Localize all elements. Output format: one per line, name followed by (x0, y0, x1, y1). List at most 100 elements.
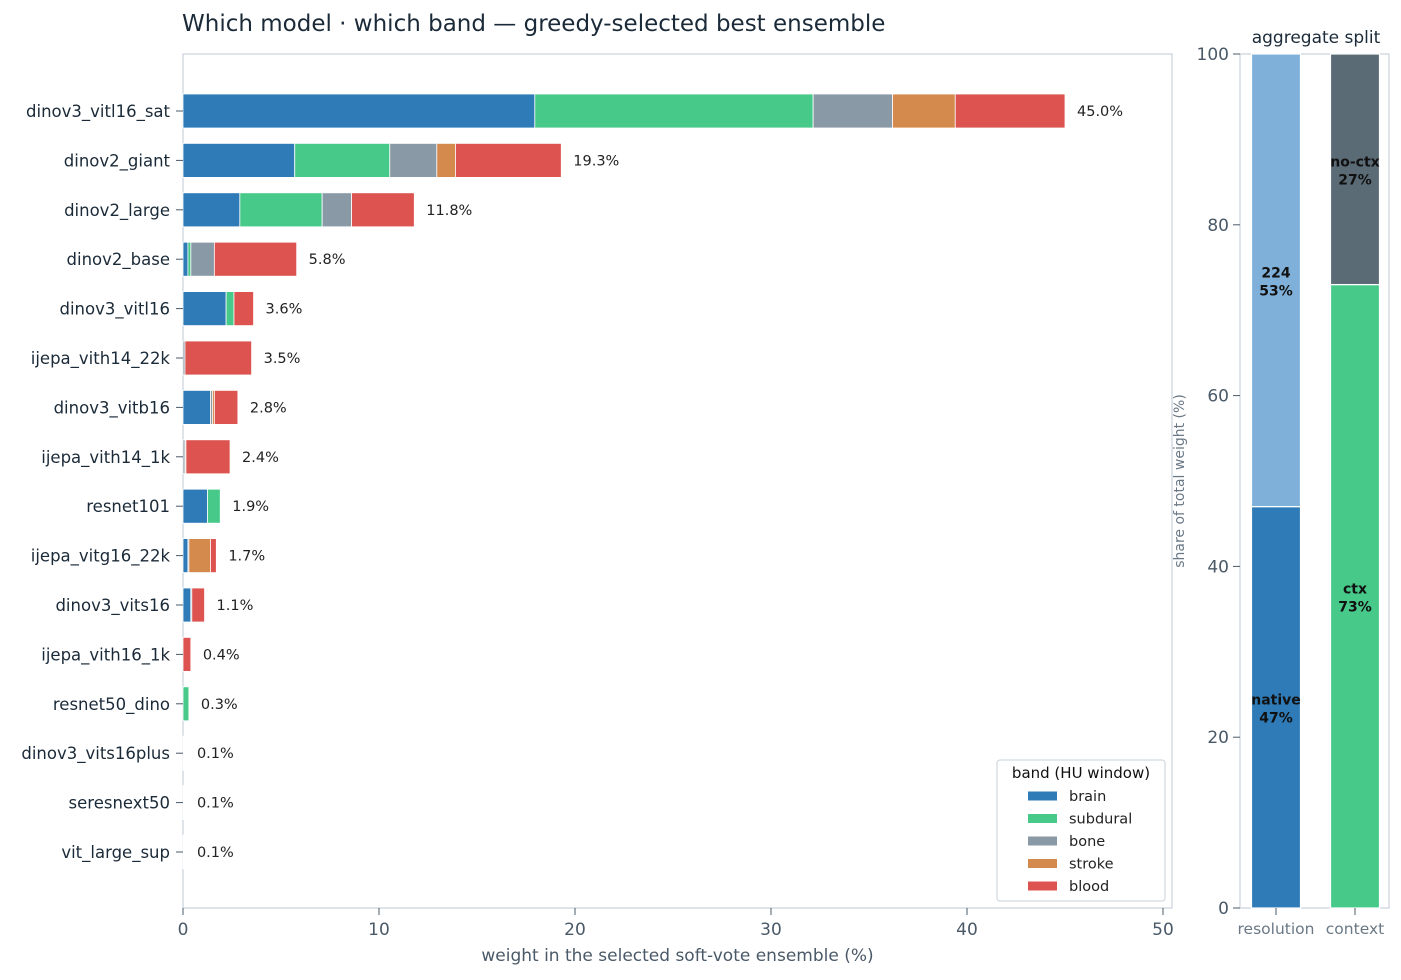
bar-segment-ijepa_vith16_1k-blood (182, 637, 192, 672)
bar-segment-dinov2_giant-blood (455, 142, 562, 178)
aggregate-bars: native 47% 224 53% ctx 73% no-ctx 27% (1250, 53, 1381, 909)
x-axis-ticks: 0 10 20 30 40 50 (178, 908, 1174, 940)
bar-segment-dinov2_large-brain (182, 192, 241, 228)
aggregate-category-label: resolution (1238, 920, 1315, 938)
bar-segment-dinov3_vitl16_sat-bone (812, 93, 893, 129)
segment-percent-label: 47% (1259, 710, 1293, 726)
aggregate-segment-no-ctx (1329, 53, 1381, 286)
segment-name-label: no-ctx (1330, 154, 1379, 170)
segment-name-label: ctx (1343, 581, 1367, 597)
aggregate-category-label: context (1326, 920, 1384, 938)
aggregate-y-ticks: 0 20 40 60 80 100 (1197, 45, 1240, 919)
total-label: 1.1% (217, 598, 254, 614)
bar-segment-dinov2_giant-subdural (294, 142, 391, 178)
bar-segment-dinov2_base-blood (213, 241, 298, 277)
bar-segment-dinov3_vitl16_sat-stroke (892, 93, 956, 129)
bar-segment-dinov3_vitl16_sat-subdural (534, 93, 814, 129)
total-label: 11.8% (426, 203, 472, 219)
segment-percent-label: 73% (1338, 599, 1372, 615)
category-label: dinov2_giant (64, 151, 171, 171)
total-label: 0.4% (203, 647, 240, 663)
bar-segment-seresnext50-bone (183, 785, 186, 820)
total-label: 0.1% (197, 845, 234, 861)
aggregate-y-axis-label: share of total weight (%) (1172, 394, 1188, 568)
category-label: dinov2_base (67, 250, 170, 270)
total-label: 0.3% (201, 697, 238, 713)
x-tick-label: 10 (368, 920, 390, 940)
aggregate-x-ticks: resolution context (1238, 908, 1384, 938)
total-label: 2.4% (242, 450, 279, 466)
bar-segment-dinov3_vitl16_sat-blood (954, 93, 1066, 129)
category-label: dinov2_large (64, 201, 170, 221)
bar-segment-dinov3_vitl16_sat-brain (182, 93, 536, 129)
bar-segment-ijepa_vitg16_22k-brain (182, 538, 189, 573)
category-labels: dinov3_vitl16_sat dinov2_giant dinov2_larg… (21, 102, 183, 863)
bar-segment-ijepa_vitg16_22k-stroke (188, 538, 211, 573)
bar-segment-resnet50_dino-subdural (182, 686, 190, 722)
aggregate-segment-224 (1250, 53, 1302, 508)
total-label: 0.1% (197, 746, 234, 762)
total-label: 2.8% (250, 400, 287, 416)
x-tick-label: 50 (1152, 920, 1174, 940)
category-label: dinov3_vitb16 (54, 398, 170, 418)
legend-swatch-brain (1028, 791, 1057, 801)
category-label: dinov3_vits16 (55, 596, 170, 616)
bar-segment-dinov2_base-brain (182, 241, 189, 277)
aggregate-frame (1239, 53, 1390, 909)
legend-swatch-bone (1028, 836, 1057, 846)
bar-segment-ijepa_vitg16_22k-blood (210, 538, 217, 573)
legend-swatch-blood (1028, 881, 1057, 891)
aggregate-split-chart: aggregate split native 47% 224 53% ctx 73% no-… (1172, 28, 1390, 938)
bar-segment-dinov2_large-bone (321, 192, 352, 228)
bar-segment-dinov2_giant-stroke (436, 142, 456, 178)
chart-title: Which model · which band — greedy-select… (182, 11, 885, 37)
y-tick-label: 100 (1197, 45, 1229, 65)
bar-segment-dinov3_vitl16-subdural (225, 291, 235, 327)
segment-percent-label: 53% (1259, 283, 1293, 299)
aggregate-segment-native (1250, 506, 1302, 909)
y-tick-label: 80 (1207, 216, 1229, 236)
category-label: vit_large_sup (61, 843, 170, 863)
bar-segment-dinov3_vits16-blood (191, 587, 205, 623)
bar-segment-dinov2_large-blood (351, 192, 415, 228)
total-label: 45.0% (1077, 104, 1123, 120)
legend-label: bone (1069, 834, 1105, 850)
total-label: 0.1% (197, 796, 234, 812)
bar-segment-dinov2_large-subdural (239, 192, 323, 228)
bar-segment-resnet101-subdural (207, 488, 221, 524)
y-tick-label: 0 (1218, 899, 1229, 919)
category-label: ijepa_vitg16_22k (31, 547, 171, 567)
legend-title: band (HU window) (1012, 764, 1150, 782)
total-label: 19.3% (573, 153, 619, 169)
x-tick-label: 0 (178, 920, 189, 940)
bar-segment-dinov2_base-subdural (187, 241, 192, 277)
x-axis-label: weight in the selected soft-vote ensembl… (481, 946, 873, 966)
bar-segment-dinov3_vitl16-blood (233, 291, 254, 327)
total-label: 5.8% (309, 252, 346, 268)
x-tick-label: 20 (564, 920, 586, 940)
x-tick-label: 40 (956, 920, 978, 940)
bar-segment-ijepa_vith14_1k-blood (185, 439, 231, 475)
legend: band (HU window) brain subdural bone stroke… (996, 759, 1166, 902)
legend-swatch-subdural (1028, 814, 1057, 823)
total-labels: 45.0% 19.3% 11.8% 5.8% 3.6% 3.5% 2.8% 2.4% 1.9% 1… (197, 104, 1123, 861)
category-label: seresnext50 (69, 794, 170, 813)
bar-segment-resnet101-brain (182, 488, 208, 524)
category-label: resnet101 (86, 497, 170, 516)
category-label: ijepa_vith14_1k (41, 448, 170, 468)
bar-segment-vit_large_sup-bone (183, 834, 186, 870)
bar-segment-dinov2_giant-bone (389, 142, 438, 178)
legend-label: stroke (1069, 857, 1114, 873)
segment-name-label: 224 (1261, 265, 1290, 281)
legend-items: brain subdural bone stroke blood (1028, 789, 1132, 895)
category-label: ijepa_vith16_1k (41, 645, 170, 665)
bar-segment-dinov3_vits16-brain (182, 587, 192, 623)
segment-percent-label: 27% (1338, 172, 1372, 188)
legend-label: blood (1069, 879, 1109, 895)
bar-segment-dinov2_giant-brain (182, 142, 296, 178)
bar-segment-dinov3_vitb16-brain (182, 389, 211, 425)
aggregate-segment-ctx (1329, 283, 1381, 909)
bar-segment-dinov3_vitl16-brain (182, 291, 227, 327)
